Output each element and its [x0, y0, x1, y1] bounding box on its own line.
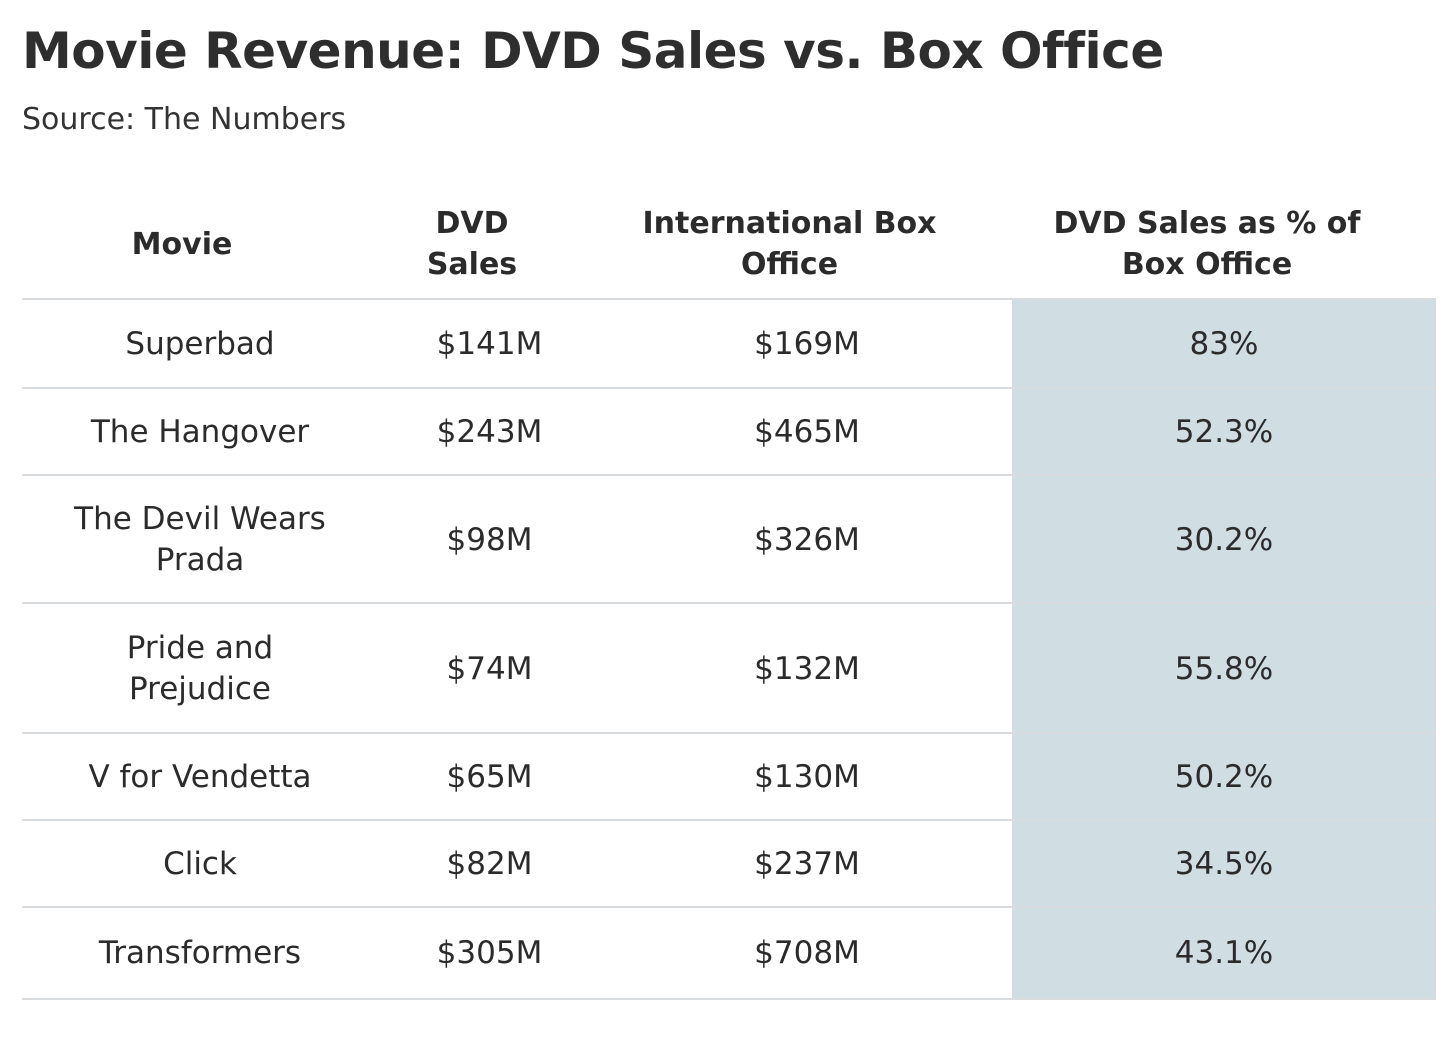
cell-dvd-sales-text: $243M — [436, 414, 543, 450]
cell-pct: 43.1% — [1012, 908, 1436, 998]
column-header-box-office: International Box Office — [642, 206, 937, 282]
cell-movie: The Devil Wears Prada — [22, 476, 378, 604]
cell-dvd-sales-text: $65M — [446, 759, 533, 795]
cell-box-office-text: $465M — [754, 414, 860, 450]
table-row: The Devil Wears Prada $98M $326M 30.2% — [22, 474, 1436, 604]
table-header: Movie DVD Sales International Box Office… — [22, 190, 1436, 298]
table-row: Transformers $305M $708M 43.1% — [22, 906, 1436, 1000]
cell-pct: 30.2% — [1012, 476, 1436, 604]
cell-dvd-sales-text: $82M — [446, 846, 533, 882]
cell-pct-text: 30.2% — [1174, 521, 1274, 558]
cell-movie: V for Vendetta — [22, 734, 378, 821]
cell-box-office-text: $237M — [754, 846, 860, 882]
table-row: Superbad $141M $169M 83% — [22, 298, 1436, 389]
cell-dvd-sales-text: $141M — [436, 326, 543, 362]
cell-box-office-text: $708M — [754, 934, 860, 971]
column-header-pct: DVD Sales as % of Box Office — [1053, 206, 1361, 282]
cell-pct: 50.2% — [1012, 734, 1436, 821]
table-row: The Hangover $243M $465M 52.3% — [22, 387, 1436, 476]
cell-box-office: $465M — [622, 389, 992, 476]
cell-movie: Transformers — [22, 908, 378, 998]
cell-dvd-sales-text: $98M — [446, 521, 533, 558]
cell-movie-text: Superbad — [125, 326, 275, 362]
cell-dvd-sales: $82M — [422, 821, 557, 908]
cell-box-office: $708M — [622, 908, 992, 998]
cell-dvd-sales: $65M — [422, 734, 557, 821]
cell-box-office: $326M — [622, 476, 992, 604]
cell-box-office-text: $132M — [754, 650, 860, 687]
cell-movie-text: Click — [163, 846, 237, 882]
cell-pct-text: 55.8% — [1174, 650, 1274, 687]
cell-movie: Click — [22, 821, 378, 908]
cell-pct-text: 34.5% — [1174, 846, 1274, 882]
table-row: V for Vendetta $65M $130M 50.2% — [22, 732, 1436, 821]
cell-dvd-sales-text: $305M — [436, 934, 543, 971]
column-header-dvd-sales: DVD Sales — [426, 206, 518, 282]
cell-dvd-sales-text: $74M — [446, 650, 533, 687]
chart-subtitle: Source: The Numbers — [22, 102, 347, 137]
cell-movie-text: Pride and Prejudice — [126, 630, 274, 707]
cell-movie-text: The Devil Wears Prada — [74, 501, 326, 578]
cell-box-office: $132M — [622, 604, 992, 734]
cell-box-office: $130M — [622, 734, 992, 821]
cell-pct-text: 52.3% — [1174, 414, 1274, 450]
cell-movie: Pride and Prejudice — [22, 604, 378, 734]
cell-movie-text: V for Vendetta — [88, 759, 312, 795]
table-row: Click $82M $237M 34.5% — [22, 819, 1436, 908]
cell-dvd-sales: $305M — [422, 908, 557, 998]
cell-pct: 52.3% — [1012, 389, 1436, 476]
cell-movie: Superbad — [22, 300, 378, 389]
cell-movie-text: The Hangover — [90, 414, 310, 450]
cell-box-office-text: $326M — [754, 521, 860, 558]
cell-dvd-sales: $74M — [422, 604, 557, 734]
cell-pct: 55.8% — [1012, 604, 1436, 734]
cell-pct-text: 50.2% — [1174, 759, 1274, 795]
cell-pct: 83% — [1012, 300, 1436, 389]
cell-movie-text: Transformers — [98, 934, 302, 971]
cell-dvd-sales: $141M — [422, 300, 557, 389]
cell-dvd-sales: $243M — [422, 389, 557, 476]
cell-pct-text: 83% — [1189, 326, 1259, 362]
table-row: Pride and Prejudice $74M $132M 55.8% — [22, 602, 1436, 734]
cell-box-office: $237M — [622, 821, 992, 908]
cell-dvd-sales: $98M — [422, 476, 557, 604]
cell-pct: 34.5% — [1012, 821, 1436, 908]
cell-pct-text: 43.1% — [1174, 934, 1274, 971]
cell-box-office-text: $169M — [754, 326, 860, 362]
cell-movie: The Hangover — [22, 389, 378, 476]
cell-box-office-text: $130M — [754, 759, 860, 795]
chart-title: Movie Revenue: DVD Sales vs. Box Office — [22, 22, 1164, 80]
column-header-movie: Movie — [131, 226, 233, 262]
cell-box-office: $169M — [622, 300, 992, 389]
